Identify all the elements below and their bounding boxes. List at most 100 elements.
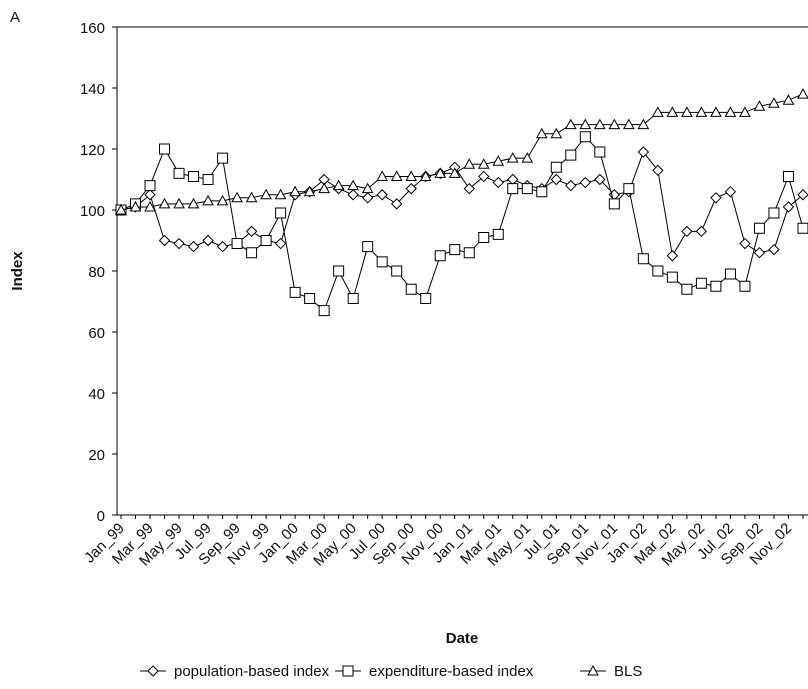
- diamond-marker: [478, 170, 490, 183]
- diamond-marker: [768, 243, 780, 256]
- triangle-marker: [492, 155, 505, 166]
- triangle-marker: [318, 182, 330, 194]
- square-marker: [666, 271, 678, 283]
- diamond-marker: [695, 225, 708, 238]
- square-marker: [304, 292, 316, 304]
- square-marker: [159, 143, 171, 155]
- diamond-marker: [797, 189, 808, 201]
- triangle-marker: [739, 106, 751, 117]
- triangle-marker: [231, 191, 243, 203]
- square-marker: [463, 247, 475, 259]
- diamond-marker: [782, 201, 795, 213]
- square-marker: [623, 183, 635, 195]
- diamond-marker: [594, 173, 606, 186]
- diamond-marker: [173, 237, 185, 250]
- triangle-marker: [681, 106, 693, 117]
- diamond-marker: [158, 234, 171, 247]
- triangle-marker: [710, 106, 722, 117]
- square-marker: [724, 268, 736, 280]
- diamond-marker: [739, 237, 751, 250]
- triangle-marker: [129, 200, 142, 212]
- y-tick-label: 0: [97, 508, 105, 525]
- square-marker: [260, 235, 272, 246]
- triangle-marker: [587, 664, 599, 676]
- square-marker: [768, 207, 780, 219]
- triangle-marker: [260, 188, 272, 200]
- triangle-marker: [173, 197, 185, 209]
- triangle-marker: [564, 118, 577, 130]
- triangle-marker: [724, 106, 737, 117]
- square-marker: [188, 170, 200, 182]
- triangle-marker: [144, 200, 156, 212]
- y-tick-label: 80: [88, 264, 105, 281]
- triangle-marker: [695, 106, 708, 117]
- square-marker: [144, 180, 156, 192]
- y-tick-label: 100: [80, 203, 105, 220]
- triangle-marker: [550, 127, 563, 139]
- diamond-marker: [492, 176, 504, 189]
- triangle-marker: [158, 197, 171, 209]
- diamond-marker: [216, 240, 229, 253]
- triangle-marker: [390, 170, 403, 181]
- triangle-marker: [202, 194, 214, 206]
- triangle-marker: [623, 118, 635, 130]
- square-marker: [579, 131, 591, 143]
- triangle-marker: [187, 197, 200, 209]
- diamond-marker: [245, 225, 258, 238]
- triangle-marker: [535, 127, 548, 139]
- square-marker: [797, 222, 808, 234]
- triangle-marker: [579, 118, 592, 130]
- triangle-marker: [782, 94, 795, 105]
- triangle-marker: [347, 179, 360, 191]
- triangle-marker: [608, 118, 621, 130]
- square-marker: [521, 183, 533, 195]
- diamond-marker: [361, 192, 374, 204]
- diamond-marker: [565, 179, 577, 192]
- square-marker: [275, 207, 287, 219]
- diamond-marker: [274, 237, 287, 250]
- square-marker: [289, 286, 301, 298]
- diamond-marker: [390, 198, 403, 210]
- square-marker: [695, 277, 707, 289]
- triangle-marker: [405, 170, 418, 181]
- triangle-marker: [419, 170, 432, 181]
- diamond-marker: [507, 173, 519, 186]
- y-tick-label: 60: [88, 325, 105, 342]
- diamond-marker: [144, 189, 156, 201]
- square-marker: [507, 183, 519, 195]
- y-tick-label: 140: [80, 81, 105, 98]
- triangle-marker: [652, 106, 664, 117]
- y-tick-label: 20: [88, 447, 105, 464]
- square-marker: [753, 222, 765, 234]
- square-marker: [492, 228, 504, 240]
- diamond-marker: [753, 246, 766, 259]
- y-tick-label: 120: [80, 142, 105, 159]
- square-marker: [376, 256, 388, 268]
- square-marker: [202, 174, 214, 185]
- triangle-marker: [797, 88, 808, 99]
- triangle-marker: [303, 185, 316, 197]
- square-marker: [173, 167, 185, 179]
- square-marker: [333, 265, 345, 277]
- x-axis-label: Date: [446, 630, 479, 647]
- triangle-marker: [245, 191, 258, 203]
- triangle-marker: [463, 158, 476, 169]
- triangle-marker: [115, 203, 127, 215]
- legend-label: expenditure-based index: [369, 663, 534, 680]
- triangle-marker: [506, 152, 519, 163]
- diamond-marker: [147, 665, 159, 677]
- triangle-marker: [521, 152, 534, 163]
- diamond-marker: [666, 250, 679, 262]
- square-marker: [391, 265, 403, 277]
- plot-area: [115, 88, 808, 317]
- square-marker: [342, 665, 354, 677]
- triangle-marker: [216, 194, 229, 206]
- square-marker: [318, 305, 330, 317]
- triangle-marker: [593, 118, 606, 130]
- triangle-marker: [768, 97, 780, 108]
- diamond-marker: [710, 192, 722, 204]
- triangle-marker: [289, 185, 301, 197]
- diamond-marker: [202, 234, 214, 247]
- triangle-marker: [274, 188, 287, 200]
